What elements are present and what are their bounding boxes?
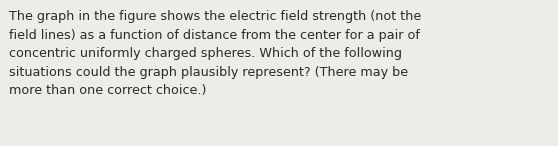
- Text: The graph in the figure shows the electric field strength (not the
field lines) : The graph in the figure shows the electr…: [9, 10, 422, 97]
